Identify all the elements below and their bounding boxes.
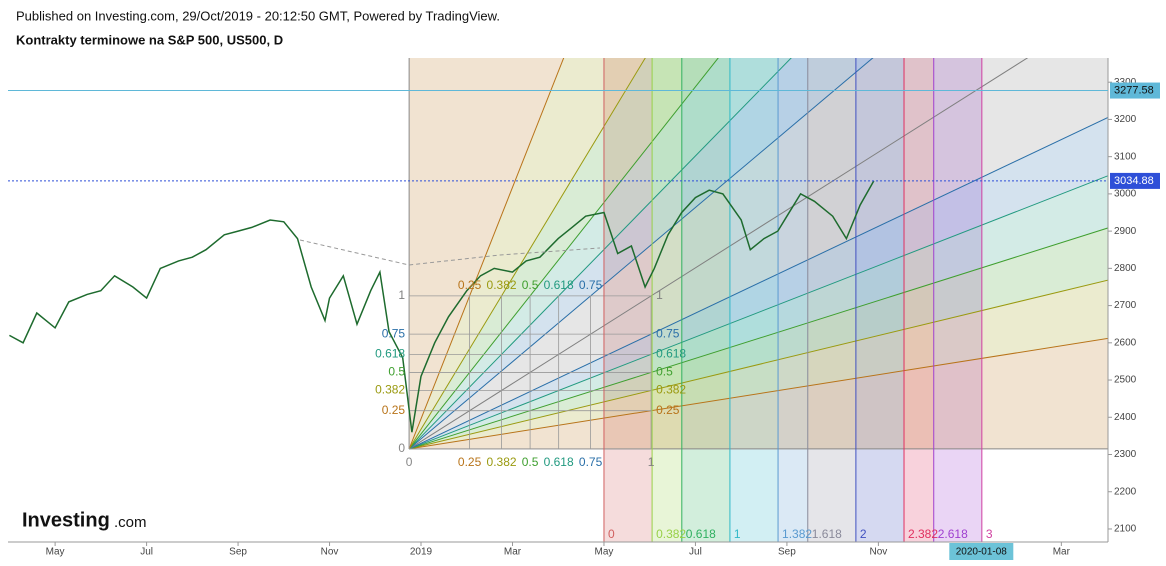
fan-label-bottom: 1: [648, 455, 655, 469]
x-tick-label: Mar: [504, 547, 522, 558]
fan-label-right: 1: [656, 288, 663, 302]
time-zone-label: 0.618: [686, 527, 716, 541]
fan-label-top: 0.618: [544, 278, 574, 292]
y-tick-label: 2200: [1114, 486, 1137, 497]
fan-label-left: 0.75: [382, 326, 406, 340]
fan-label-top: 0.382: [487, 278, 517, 292]
time-zone-label: 0: [608, 527, 615, 541]
fan-label-right: 0.618: [656, 347, 686, 361]
y-tick-label: 2100: [1114, 524, 1137, 535]
fan-label-right: 0.382: [656, 383, 686, 397]
time-zone-fill: [652, 58, 682, 542]
time-zone-label: 3: [986, 527, 993, 541]
fan-label-left: 1: [398, 288, 405, 302]
time-zone-fill: [681, 58, 730, 542]
fan-label-bottom: 0.25: [458, 455, 482, 469]
time-zone-label: 2: [860, 527, 867, 541]
instrument-title: Kontrakty terminowe na S&P 500, US500, D: [16, 32, 283, 47]
crosshair-label: 2020-01-08: [956, 547, 1008, 558]
time-zone-label: 0.382: [656, 527, 686, 541]
y-tick-label: 2700: [1114, 300, 1137, 311]
y-tick-label: 2600: [1114, 337, 1137, 348]
logo-brand: Investing: [22, 509, 110, 531]
time-zone-label: 2.618: [938, 527, 968, 541]
fan-label-right: 0.75: [656, 326, 680, 340]
y-tick-label: 2300: [1114, 449, 1137, 460]
fan-label-left: 0.382: [375, 383, 405, 397]
x-tick-label: Mar: [1053, 547, 1071, 558]
trend-line: [299, 239, 601, 266]
x-tick-label: Jul: [689, 547, 702, 558]
y-tick-label: 3200: [1114, 114, 1137, 125]
fan-label-top: 0.25: [458, 278, 482, 292]
x-tick-label: May: [595, 547, 614, 558]
x-tick-label: Sep: [778, 547, 796, 558]
fan-label-left: 0.25: [382, 403, 406, 417]
y-tick-label: 2400: [1114, 412, 1137, 423]
time-zone-label: 2.382: [908, 527, 938, 541]
fan-label-left: 0.5: [388, 365, 405, 379]
y-tick-label: 3300: [1114, 77, 1137, 88]
plot-area: [9, 58, 1108, 542]
x-tick-label: Nov: [869, 547, 887, 558]
x-tick-label: 2019: [410, 547, 433, 558]
time-zone-fill: [904, 58, 934, 542]
y-tick-label: 3000: [1114, 189, 1137, 200]
time-zone-label: 1.382: [782, 527, 812, 541]
fan-label-left: 0: [398, 441, 405, 455]
fan-label-right: 0.5: [656, 365, 673, 379]
price-tag: [1110, 172, 1160, 189]
time-zone-fill: [807, 58, 856, 542]
y-tick-label: 3100: [1114, 151, 1137, 162]
fan-label-bottom: 0.5: [522, 455, 539, 469]
logo-suffix: .com: [114, 514, 147, 531]
published-note: Published on Investing.com, 29/Oct/2019 …: [16, 8, 500, 23]
price-tag: [1110, 82, 1160, 99]
time-zone-label: 1: [734, 527, 741, 541]
x-tick-label: Nov: [321, 547, 339, 558]
fan-label-bottom: 0.75: [579, 455, 603, 469]
y-tick-label: 2900: [1114, 226, 1137, 237]
fan-label-bottom: 0: [406, 455, 413, 469]
fan-label-bottom: 0.618: [544, 455, 574, 469]
crosshair-tag: [949, 543, 1014, 560]
fan-label-left: 0.618: [375, 347, 405, 361]
fan-label-right: 0.25: [656, 403, 680, 417]
x-tick-label: Sep: [229, 547, 247, 558]
fan-label-top: 0.5: [522, 278, 539, 292]
fan-label-top: 0.75: [579, 278, 603, 292]
price-line-series: [9, 180, 875, 433]
time-zone-label: 1.618: [812, 527, 842, 541]
time-zone-fill: [778, 58, 808, 542]
price-tag-label: 3034.88: [1114, 175, 1154, 187]
fan-label-bottom: 0.382: [487, 455, 517, 469]
x-tick-label: May: [46, 547, 65, 558]
price-tag-label: 3277.58: [1114, 84, 1154, 96]
time-zone-fill: [729, 58, 779, 542]
time-zone-fill: [933, 58, 982, 542]
y-tick-label: 2500: [1114, 375, 1137, 386]
x-tick-label: Jul: [140, 547, 153, 558]
y-tick-label: 2800: [1114, 263, 1137, 274]
